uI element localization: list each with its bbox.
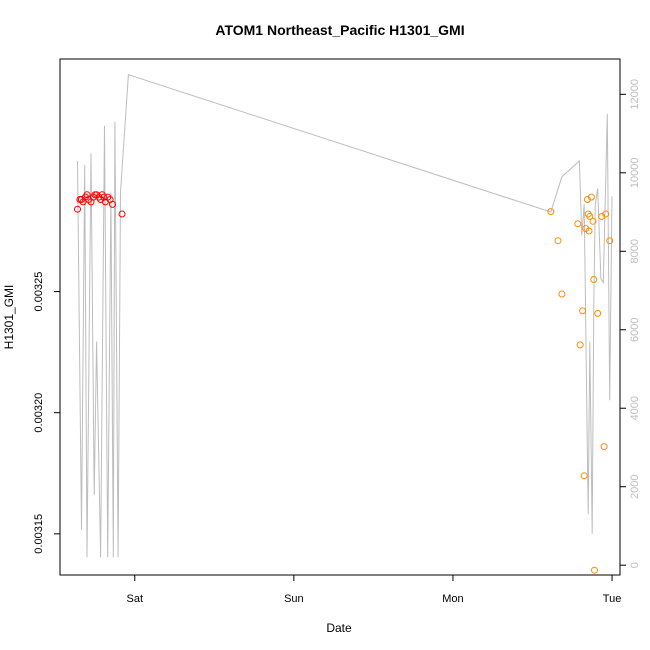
y-tick-label: 0.00315 bbox=[33, 514, 45, 554]
y2-tick-label: 0 bbox=[629, 562, 641, 568]
orange-data-point bbox=[589, 217, 597, 225]
series-gray-line bbox=[77, 74, 613, 558]
x-axis: Sat Sun Mon Tue bbox=[127, 575, 622, 605]
orange-data-point bbox=[606, 237, 614, 245]
y2-tick-label: 12000 bbox=[629, 79, 641, 110]
orange-data-point bbox=[602, 210, 610, 218]
orange-data-point bbox=[580, 472, 588, 480]
y2-tick-label: 10000 bbox=[629, 157, 641, 188]
chart-title: ATOM1 Northeast_Pacific H1301_GMI bbox=[215, 22, 464, 38]
orange-data-point bbox=[587, 193, 595, 201]
y2-tick-label: 4000 bbox=[629, 396, 641, 420]
red-data-point bbox=[83, 191, 91, 199]
y-axis-right: 0 2000 4000 6000 8000 10000 12000 bbox=[620, 79, 641, 568]
y2-tick-label: 8000 bbox=[629, 239, 641, 263]
y2-tick-label: 2000 bbox=[629, 474, 641, 498]
orange-data-point bbox=[576, 341, 584, 349]
red-data-point bbox=[104, 193, 112, 201]
orange-data-point bbox=[585, 227, 593, 235]
orange-data-point bbox=[586, 213, 594, 220]
points-layer bbox=[74, 191, 614, 574]
x-tick-label: Sun bbox=[284, 593, 304, 605]
x-tick-label: Mon bbox=[442, 593, 463, 605]
red-data-point bbox=[118, 210, 126, 218]
orange-data-point bbox=[558, 290, 566, 298]
x-tick-label: Tue bbox=[603, 593, 622, 605]
red-data-point bbox=[74, 205, 81, 213]
orange-data-point bbox=[590, 276, 598, 283]
y2-tick-label: 6000 bbox=[629, 318, 641, 342]
x-tick-label: Sat bbox=[127, 593, 144, 605]
gray-series-line bbox=[77, 74, 613, 558]
x-axis-label: Date bbox=[326, 621, 352, 635]
plot-area-border bbox=[59, 58, 621, 576]
y-tick-label: 0.00325 bbox=[33, 272, 45, 312]
y-axis-left: 0.00315 0.00320 0.00325 bbox=[33, 272, 60, 554]
red-data-point bbox=[100, 193, 108, 201]
y-axis-label: H1301_GMI bbox=[2, 285, 16, 350]
orange-data-point bbox=[574, 220, 582, 228]
orange-data-point bbox=[554, 237, 562, 245]
orange-data-point bbox=[594, 309, 602, 317]
red-data-point bbox=[109, 200, 116, 208]
orange-data-point bbox=[547, 208, 555, 216]
orange-data-point bbox=[600, 443, 608, 451]
orange-data-point bbox=[591, 566, 598, 574]
orange-data-point bbox=[579, 307, 587, 315]
y-tick-label: 0.00320 bbox=[33, 393, 45, 433]
